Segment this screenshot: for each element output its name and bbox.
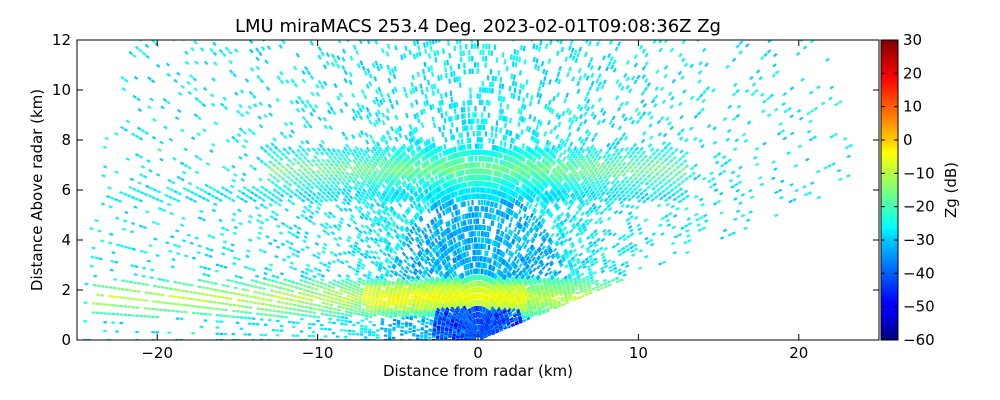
radar-ray bbox=[139, 173, 477, 340]
colorbar-tick-label: 10 bbox=[903, 98, 922, 116]
x-tick-label: −10 bbox=[302, 344, 334, 362]
radar-ray bbox=[482, 93, 774, 337]
radar-ray bbox=[103, 165, 473, 339]
radar-ray bbox=[479, 92, 765, 340]
radar-ray bbox=[83, 320, 472, 340]
radar-ray bbox=[84, 282, 476, 340]
y-tick-label: 0 bbox=[61, 331, 71, 349]
radar-ray bbox=[100, 202, 473, 339]
y-axis-label: Distance Above radar (km) bbox=[28, 89, 46, 291]
colorbar-ticks: 30 20 10 0 −10 −20 −30 −40 −50 −60 bbox=[881, 31, 935, 349]
x-tick-label: 10 bbox=[629, 344, 648, 362]
radar-ray bbox=[120, 125, 473, 338]
colorbar-tick-label: −30 bbox=[903, 231, 935, 249]
x-tick-label: 0 bbox=[473, 344, 483, 362]
radar-ray bbox=[128, 50, 477, 340]
radar-ray bbox=[212, 41, 471, 332]
colorbar-tick-label: −10 bbox=[903, 164, 935, 182]
y-tick-label: 4 bbox=[61, 231, 71, 249]
radar-ray bbox=[120, 76, 466, 332]
radar-ray bbox=[416, 40, 479, 337]
colorbar bbox=[880, 39, 899, 341]
colorbar-label: Zg (dB) bbox=[942, 162, 960, 218]
radar-ray bbox=[89, 264, 476, 340]
radar-ray bbox=[89, 227, 476, 340]
radar-ray bbox=[478, 40, 663, 338]
radar-ray bbox=[479, 174, 851, 340]
y-tick-label: 6 bbox=[61, 181, 71, 199]
radar-ray bbox=[483, 102, 786, 337]
x-tick-label: 20 bbox=[789, 344, 808, 362]
x-tick-label: −20 bbox=[141, 344, 173, 362]
y-tick-label: 8 bbox=[61, 131, 71, 149]
y-tick-label: 2 bbox=[61, 281, 71, 299]
radar-ray bbox=[106, 194, 477, 340]
radar-ray bbox=[224, 46, 477, 339]
radar-ray bbox=[114, 132, 477, 340]
radar-ray bbox=[479, 195, 822, 340]
colorbar-tick-label: 30 bbox=[903, 31, 922, 49]
radar-ray bbox=[104, 136, 477, 340]
x-axis-ticks: −20 −10 0 10 20 bbox=[141, 40, 808, 362]
radar-ray bbox=[479, 132, 838, 340]
radar-ray bbox=[479, 85, 821, 340]
y-tick-label: 10 bbox=[52, 81, 71, 99]
colorbar-tick-label: −60 bbox=[903, 331, 935, 349]
colorbar-tick-label: −50 bbox=[903, 298, 935, 316]
radar-ray bbox=[107, 186, 477, 340]
x-axis-label: Distance from radar (km) bbox=[383, 362, 573, 380]
radar-ray bbox=[479, 96, 833, 340]
colorbar-tick-label: 20 bbox=[903, 64, 922, 82]
chart-title: LMU miraMACS 253.4 Deg. 2023-02-01T09:08… bbox=[235, 16, 721, 37]
colorbar-tick-label: −40 bbox=[903, 264, 935, 282]
radar-ray bbox=[91, 311, 476, 340]
radar-ray bbox=[255, 65, 477, 339]
y-axis-ticks: 0 2 4 6 8 10 12 bbox=[52, 31, 879, 349]
radar-ray bbox=[101, 173, 477, 340]
colorbar-tick-label: −20 bbox=[903, 198, 935, 216]
radar-echoes bbox=[83, 40, 853, 340]
radar-ray bbox=[482, 40, 815, 336]
radar-ray bbox=[125, 119, 477, 340]
radar-ray bbox=[485, 40, 729, 331]
colorbar-tick-label: 0 bbox=[903, 131, 913, 149]
radar-ray bbox=[102, 145, 477, 340]
radar-ray bbox=[133, 75, 477, 340]
radar-ray bbox=[479, 137, 848, 340]
radar-ray bbox=[249, 48, 477, 339]
y-tick-label: 12 bbox=[52, 31, 71, 49]
